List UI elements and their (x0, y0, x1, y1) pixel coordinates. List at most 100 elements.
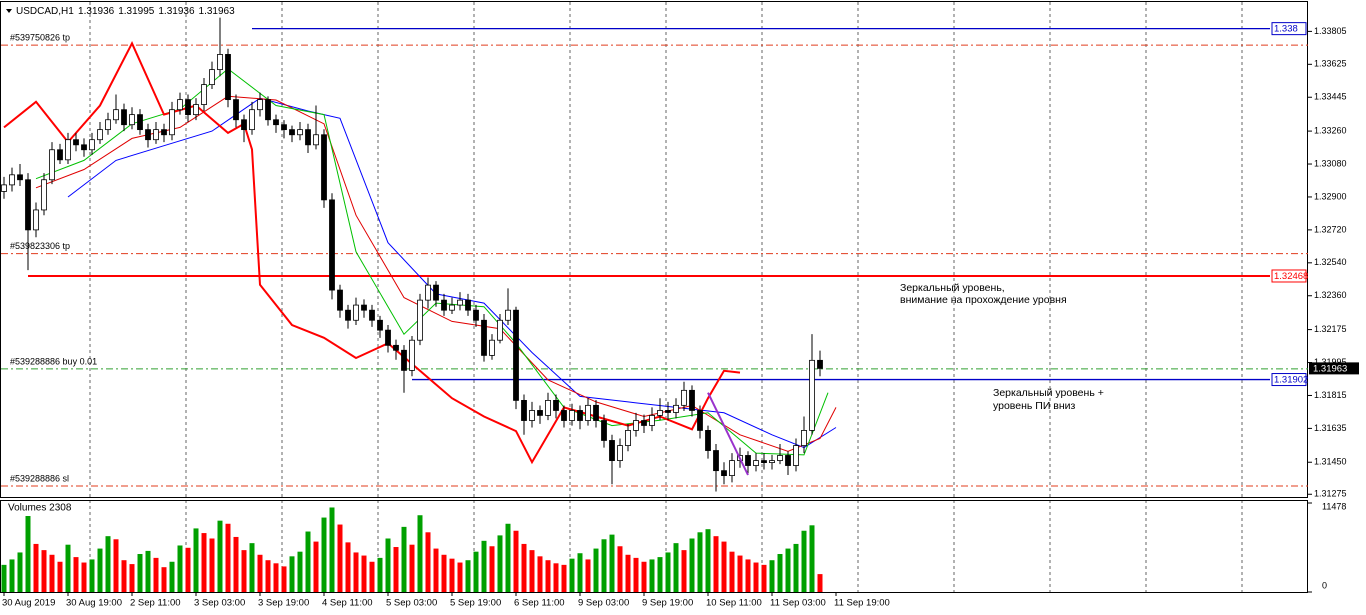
volume-bar (225, 523, 231, 592)
candle-body (465, 299, 471, 311)
candle-body (609, 440, 615, 461)
candle-body (305, 129, 311, 146)
candle-body (1, 184, 7, 192)
candle-body (57, 149, 63, 161)
volume-bar (761, 564, 767, 592)
volume-bar (105, 536, 111, 592)
volume-bar (257, 554, 263, 592)
candle-body (761, 460, 767, 464)
candle-body (449, 304, 455, 311)
candle-body (145, 129, 151, 141)
candle-body (401, 349, 407, 371)
volume-bar (801, 530, 807, 592)
candle-body (369, 309, 375, 321)
volume-bar (585, 559, 591, 592)
candle-body (817, 359, 823, 369)
quote-low: 1.31936 (158, 6, 195, 17)
candle-body (777, 455, 783, 461)
candle-body (353, 304, 359, 321)
level-label: 1.338 (1274, 24, 1298, 35)
volume-bar (361, 555, 367, 592)
volume-bar (713, 536, 719, 592)
volume-bar (641, 561, 647, 592)
candle-body (393, 344, 399, 351)
volume-bar (97, 548, 103, 592)
volume-bar (89, 559, 95, 592)
candle-body (273, 119, 279, 126)
chart-header: USDCAD,H1 1.31936 1.31995 1.31936 1.31963 (16, 6, 235, 17)
volume-bar (353, 552, 359, 592)
candle-body (545, 399, 551, 416)
volume-bar (521, 543, 527, 592)
x-tick-label: 6 Sep 11:00 (514, 598, 565, 609)
candle-body (89, 139, 95, 151)
volume-bar (673, 543, 679, 592)
candle-body (689, 389, 695, 411)
volume-bar (769, 560, 775, 592)
volume-bar (577, 553, 583, 592)
x-tick-label: 11 Sep 03:00 (770, 598, 826, 609)
volume-bar (385, 538, 391, 592)
volume-bar (465, 560, 471, 592)
candle-body (633, 420, 639, 431)
candle-body (153, 129, 159, 141)
candle-body (225, 54, 231, 101)
candle-body (705, 430, 711, 451)
volume-bar (137, 554, 143, 592)
candle-body (617, 445, 623, 461)
volume-bar (241, 550, 247, 592)
candle-body (625, 430, 631, 446)
candle-body (673, 404, 679, 413)
volume-bar (73, 557, 79, 592)
candle-body (537, 410, 543, 416)
volume-bar (305, 531, 311, 592)
candle-body (505, 309, 511, 321)
y-tick-label: 1.33805 (1314, 26, 1347, 36)
volume-bar (1, 564, 7, 592)
x-tick-label: 4 Sep 11:00 (322, 598, 373, 609)
volume-bar (377, 557, 383, 592)
volume-bar (777, 554, 783, 592)
x-tick-label: 11 Sep 19:00 (834, 598, 890, 609)
annotation: внимание на прохождение уровня (900, 294, 1067, 306)
x-tick-label: 5 Sep 19:00 (450, 598, 501, 609)
volume-bar (545, 560, 551, 592)
candle-body (377, 319, 383, 331)
candle-body (209, 69, 215, 86)
candle-body (657, 410, 663, 416)
y-tick-label: 1.32175 (1314, 324, 1347, 334)
candle-body (345, 309, 351, 321)
candle-body (409, 339, 415, 371)
volume-bar (745, 559, 751, 592)
candle-body (713, 450, 719, 472)
candle-body (105, 119, 111, 131)
menu-triangle[interactable] (6, 9, 12, 13)
volume-tick-label: 11478 (1322, 501, 1346, 511)
volume-bar (785, 548, 791, 592)
candle-body (417, 299, 423, 341)
volume-bar (753, 562, 759, 592)
last-price: 1.31963 (1313, 363, 1347, 374)
candle-body (185, 99, 191, 116)
candle-body (73, 139, 79, 146)
candle-body (137, 114, 143, 131)
candle-body (241, 119, 247, 131)
volume-bar (153, 557, 159, 592)
last-price-box (1309, 362, 1359, 375)
volume-bar (329, 507, 335, 592)
candle-body (513, 309, 519, 401)
order-label: #539750826 tp (10, 32, 70, 42)
volume-bar (193, 528, 199, 592)
candle-body (321, 134, 327, 201)
annotation: Зеркальный уровень, (900, 282, 1005, 294)
candle-body (17, 174, 23, 181)
volume-bar (481, 540, 487, 592)
order-label: #539823306 tp (10, 241, 70, 251)
volume-bar (369, 561, 375, 592)
candle-body (337, 289, 343, 311)
indicator-line (35, 95, 837, 452)
y-tick-label: 1.31815 (1314, 390, 1347, 400)
x-tick-label: 10 Sep 11:00 (706, 598, 762, 609)
volume-bar (177, 545, 183, 592)
volume-bar (633, 557, 639, 592)
